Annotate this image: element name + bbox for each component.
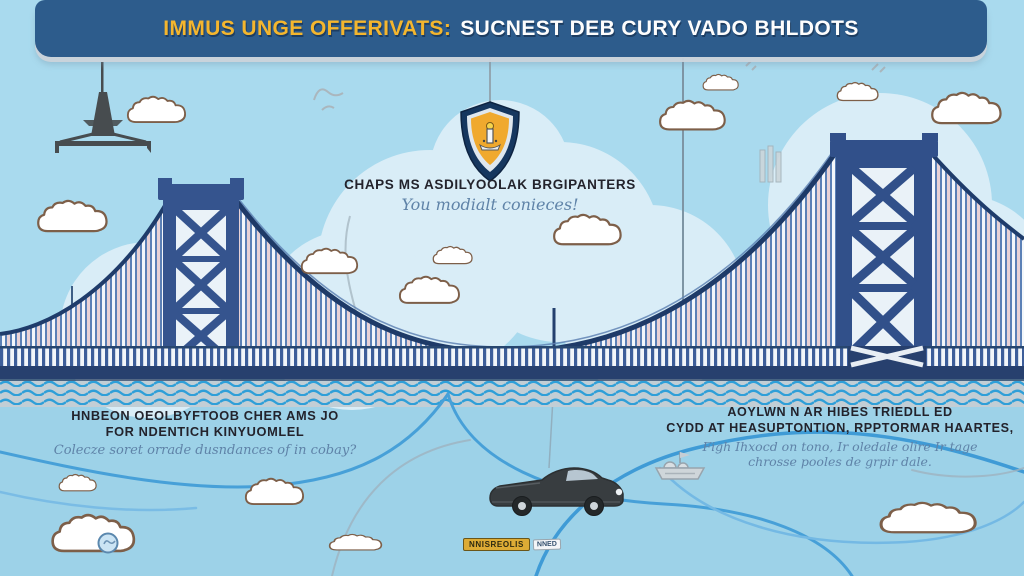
left-bridge-tower [158,178,244,368]
bridge-deck-and-water [0,345,1024,407]
header-banner: IMMUS UNGE OFFERIVATS: SUCNEST DEB CURY V… [35,0,987,57]
plate-label: NNISREOLIS [463,538,530,551]
right-note-caption1: Figh Ihxocd on tono, Ir oledale olire Ir… [702,439,978,454]
left-note-caption: Colecze soret orrade dusndances of in co… [53,443,357,458]
cloud-icon [328,533,383,551]
shield-crest-icon [460,101,520,182]
right-note-caption2: chrosse pooles de grpir dale. [748,454,932,469]
crest-caption-title: CHAPS MS ASDILYOOLAK BRGIPANTERS [344,177,636,192]
right-note-line1: AOYLWN N AR HIBES TRIEDLL ED [727,405,953,419]
crest-caption-subtitle: You modialt conieces! [401,195,579,214]
antenna-tower-icon [55,62,151,153]
sketch-marks [313,60,886,111]
header-title-rest: SUCNEST DEB CURY VADO BHLDOTS [460,16,859,40]
cloud-icon [126,95,187,123]
cloud-icon [58,473,97,492]
ferry-boat-icon [654,452,706,480]
outlined-clouds [37,60,1002,554]
left-note-line1: HNBEON OEOLBYFTOOB CHER AMS JO [71,408,339,423]
header-title-highlight: IMMUS UNGE OFFERIVATS: [163,16,452,40]
cloud-icon [836,81,879,102]
vintage-car-icon [489,467,624,516]
cloud-icon [702,73,739,91]
right-note: AOYLWN N AR HIBES TRIEDLL ED CYDD AT HEA… [660,404,1020,469]
left-note: HNBEON OEOLBYFTOOB CHER AMS JO FOR NDENT… [35,408,375,459]
header-title: IMMUS UNGE OFFERIVATS: SUCNEST DEB CURY V… [163,17,859,41]
plate-tag: NNED [532,538,561,551]
cloud-icon [879,501,977,534]
right-bridge-tower [830,133,938,368]
cloud-icon [37,199,108,233]
crest-caption: CHAPS MS ASDILYOOLAK BRGIPANTERS You mod… [290,176,690,215]
cloud-icon [51,513,136,553]
cloud-icon [931,91,1002,125]
bottom-plate: NNISREOLIS NNED [463,538,561,551]
right-note-line2: CYDD AT HEASUPTONTION, RPPTORMAR HAARTES… [666,421,1014,435]
cloud-emblem-icon [97,532,119,554]
building-sketch [759,145,782,183]
cloud-icon [659,99,726,131]
left-note-line2: FOR NDENTICH KINYUOMLEL [105,424,305,439]
